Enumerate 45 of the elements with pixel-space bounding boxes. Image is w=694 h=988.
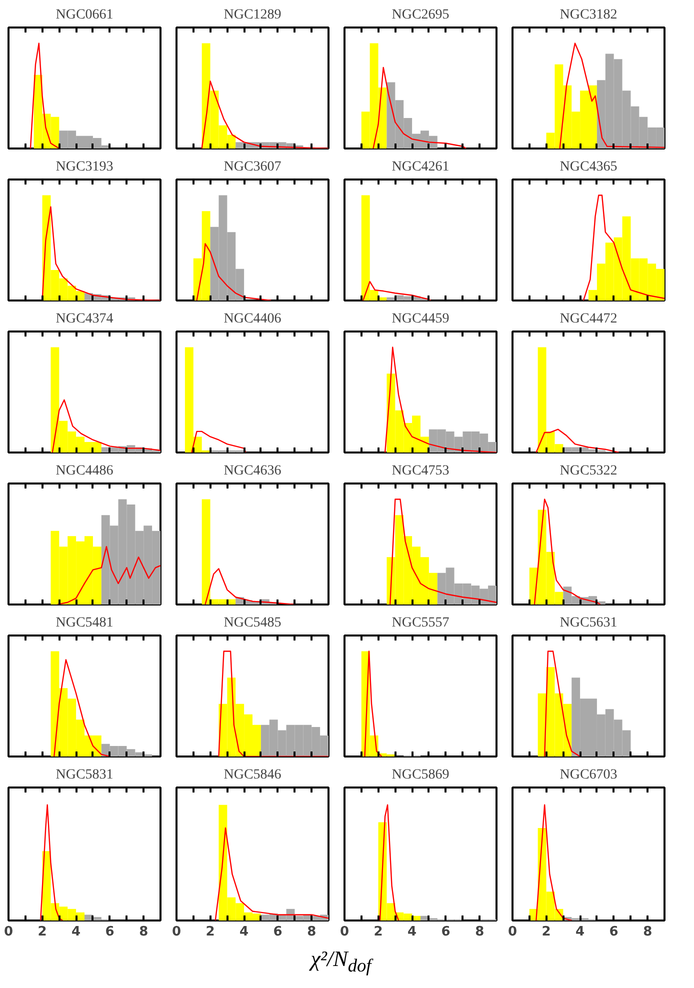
chart-title: NGC5631 — [560, 616, 618, 630]
chart-title: NGC4261 — [392, 160, 450, 174]
x-tick-label: 0 — [508, 924, 518, 940]
chart-title: NGC4486 — [56, 464, 114, 478]
x-tick-label: 4 — [408, 924, 417, 940]
x-tick-label: 4 — [576, 924, 585, 940]
x-tick-label: 6 — [105, 924, 114, 940]
x-tick-label: 0 — [172, 924, 182, 940]
x-tick-label: 6 — [609, 924, 618, 940]
chart-title: NGC5869 — [392, 768, 450, 782]
x-tick-label: 0 — [340, 924, 350, 940]
x-tick-label: 2 — [206, 924, 215, 940]
x-tick-label: 4 — [72, 924, 81, 940]
chart-title: NGC3607 — [224, 160, 282, 174]
x-tick-label: 6 — [273, 924, 282, 940]
chart-title: NGC1289 — [224, 8, 282, 22]
chart-title: NGC6703 — [560, 768, 618, 782]
chart-title: NGC3193 — [56, 160, 114, 174]
chart-title: NGC0661 — [56, 8, 114, 22]
chart-title: NGC2695 — [392, 8, 450, 22]
x-tick-label: 6 — [441, 924, 450, 940]
chart-title: NGC5322 — [560, 464, 618, 478]
chart-title: NGC5831 — [56, 768, 114, 782]
x-tick-label: 2 — [38, 924, 47, 940]
chart-title: NGC5557 — [392, 616, 450, 630]
chart-title: NGC5846 — [224, 768, 282, 782]
chart-title: NGC3182 — [560, 8, 618, 22]
chart-title: NGC4636 — [224, 464, 282, 478]
x-tick-label: 8 — [139, 924, 148, 940]
x-tick-label: 2 — [374, 924, 383, 940]
x-tick-label: 8 — [475, 924, 484, 940]
chart-title: NGC5485 — [224, 616, 282, 630]
x-tick-label: 4 — [240, 924, 249, 940]
chart-title: NGC5481 — [56, 616, 114, 630]
chart-title: NGC4472 — [560, 312, 618, 326]
chart-title: NGC4365 — [560, 160, 618, 174]
chart-title: NGC4374 — [56, 312, 114, 326]
x-tick-label: 8 — [643, 924, 652, 940]
chart-title: NGC4406 — [224, 312, 282, 326]
x-axis-title: χ²/N$_{dof}$ — [310, 945, 372, 978]
chart-title: NGC4753 — [392, 464, 450, 478]
chart-title: NGC4459 — [392, 312, 450, 326]
x-tick-label: 0 — [4, 924, 14, 940]
x-tick-label: 8 — [307, 924, 316, 940]
x-tick-label: 2 — [542, 924, 551, 940]
